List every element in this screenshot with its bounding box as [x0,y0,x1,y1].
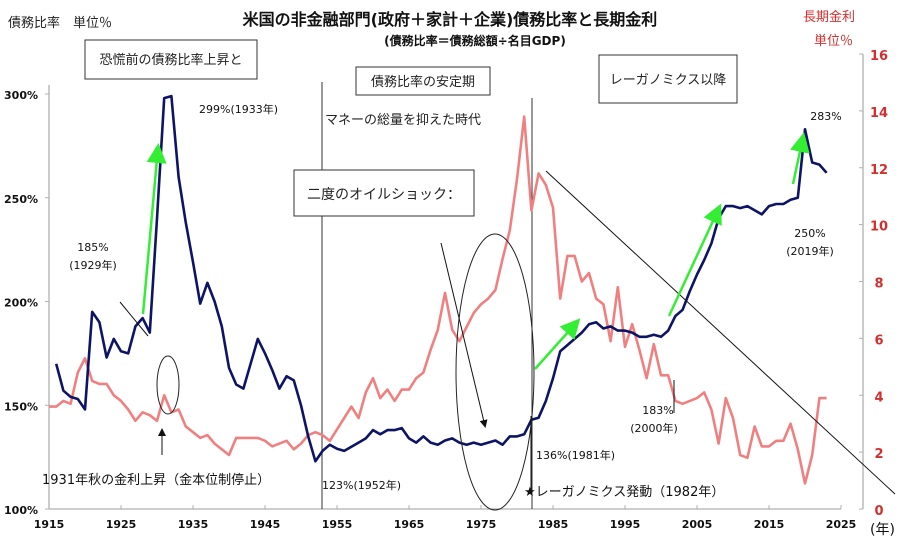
left-y-ticks: 100% 150% 200% 250% 300% [4,89,49,517]
chart-subtitle: (債務比率＝債務総額÷名目GDP) [384,33,566,48]
label-1952: 123%(1952年) [322,478,401,492]
right-y-ticks: 0 2 4 6 8 10 12 14 16 [859,49,888,519]
left-y-tick-label: 300% [4,89,38,102]
x-tick-label: 2025 [826,518,857,531]
label-1933: 299%(1933年) [199,102,278,116]
label-1929-year: (1929年) [69,258,117,272]
left-y-tick-label: 250% [4,193,38,206]
green-arrow-2001 [667,203,722,317]
x-tick-label: 1935 [178,518,209,531]
chart-title: 米国の非金融部門(政府＋家計＋企業)債務比率と長期金利 [243,10,658,29]
box-prewar-text: 恐慌前の債務比率上昇と [99,52,242,68]
box-oil-shock-text: 二度のオイルショック： [307,187,461,203]
pointer-1929 [119,301,149,337]
x-ticks: 1915 1925 1935 1945 1955 1965 1975 1985 1995 2005… [34,505,857,531]
label-2000-year: (2000年) [630,421,678,435]
right-y-tick-label: 6 [874,333,883,348]
x-tick-label: 2015 [754,518,785,531]
arrow-oil-shock [440,242,488,428]
label-283: 283% [810,110,841,123]
label-2019-year: (2019年) [786,244,834,258]
right-axis-label-line1: 長期金利 [803,9,855,25]
label-1929-value: 185% [77,241,108,254]
x-tick-label: 1925 [106,518,137,531]
right-y-tick-label: 12 [870,163,888,178]
right-axis-label-line2: 単位％ [814,33,853,49]
label-1931: 1931年秋の金利上昇（金本位制停止） [42,472,270,488]
green-arrow-2019 [790,132,810,185]
x-tick-label: 1995 [610,518,641,531]
box-oil-shock [293,169,475,217]
box-stable-text: 債務比率の安定期 [371,74,475,90]
x-tick-label: 2005 [682,518,713,531]
box-prewar [84,39,258,80]
right-y-tick-label: 10 [870,220,888,235]
left-y-tick-label: 200% [4,297,38,310]
ellipse-oil-shock [455,233,535,511]
label-1981: 136%(1981年) [536,448,615,462]
x-tick-label: 1955 [322,518,353,531]
right-y-tick-label: 4 [874,390,883,405]
box-reagan-text: レーガノミクス以降 [610,73,727,88]
money-text: マネーの総量を抑えた時代 [325,113,481,128]
x-tick-label: 1985 [538,518,569,531]
green-arrow-1929 [141,143,167,315]
x-unit-label: (年) [870,522,895,538]
data-points [48,95,827,484]
green-arrow-1982 [534,318,581,370]
left-y-tick-label: 150% [4,400,38,413]
series-line-debt-ratio [54,94,828,463]
x-tick-label: 1915 [34,518,65,531]
label-2000-value: 183% [642,404,673,417]
x-tick-label: 1975 [466,518,497,531]
right-y-tick-label: 8 [874,277,883,292]
right-y-tick-label: 0 [874,504,883,519]
right-y-tick-label: 14 [870,106,888,121]
label-2019-value: 250% [794,227,825,240]
right-y-tick-label: 2 [874,447,883,462]
x-tick-label: 1945 [250,518,281,531]
box-stable [355,66,491,96]
ellipse-1931 [156,355,180,415]
rate-trend-line [545,170,896,495]
left-axis-label: 債務比率 単位％ [8,15,112,31]
box-reagan [598,54,738,104]
left-y-tick-label: 100% [4,504,38,517]
label-reagan-start: ★レーガノミクス発動（1982年） [524,485,724,500]
right-y-tick-label: 16 [870,49,888,64]
x-tick-label: 1965 [394,518,425,531]
